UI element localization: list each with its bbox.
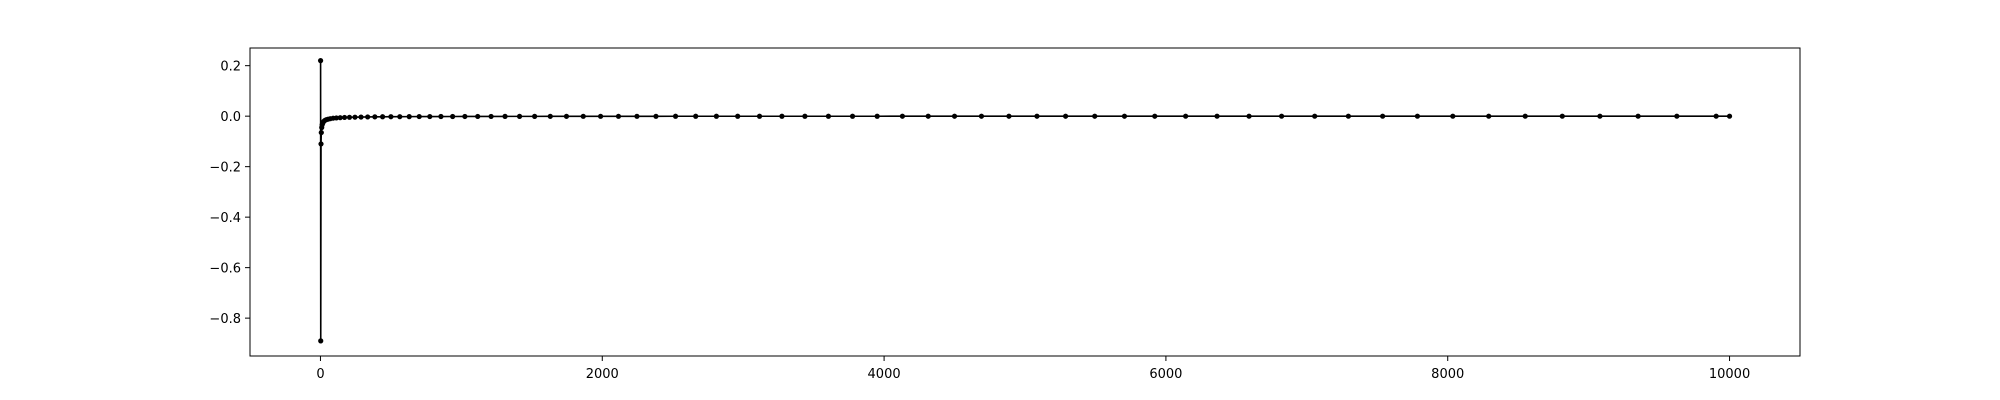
data-point xyxy=(925,113,931,119)
data-point xyxy=(899,113,906,119)
x-tick-label: 10000 xyxy=(1709,367,1750,382)
data-point xyxy=(333,115,339,121)
y-tick-label: −0.6 xyxy=(209,262,241,277)
data-point xyxy=(1635,113,1641,119)
data-point xyxy=(318,129,324,136)
data-point xyxy=(372,114,378,120)
data-point xyxy=(1522,113,1528,119)
data-point xyxy=(516,113,523,119)
data-point xyxy=(388,114,394,120)
data-point xyxy=(563,113,570,119)
data-point xyxy=(365,114,371,120)
data-point xyxy=(475,113,481,120)
data-point xyxy=(1152,113,1158,119)
series-layer xyxy=(317,58,1733,344)
data-point xyxy=(874,113,880,119)
y-tick-label: 0.2 xyxy=(220,60,241,75)
x-tick-label: 0 xyxy=(316,367,324,382)
data-point xyxy=(634,113,640,119)
data-point xyxy=(1450,113,1456,119)
plot-frame xyxy=(249,47,1801,357)
x-tick-label: 2000 xyxy=(586,367,619,382)
data-point xyxy=(1062,113,1069,119)
data-point xyxy=(756,113,763,119)
data-point xyxy=(450,113,456,120)
data-point xyxy=(318,338,324,344)
data-point xyxy=(951,113,958,119)
data-point xyxy=(1559,113,1565,119)
data-point xyxy=(427,113,433,120)
x-tick-label: 4000 xyxy=(868,367,901,382)
y-tick-label: 0.0 xyxy=(220,110,241,125)
data-point xyxy=(1214,113,1220,119)
data-point xyxy=(1312,113,1318,119)
data-point xyxy=(1414,113,1421,119)
x-tick-label: 6000 xyxy=(1149,367,1182,382)
y-tick-label: −0.8 xyxy=(209,312,241,327)
data-point xyxy=(406,114,412,120)
data-point xyxy=(978,113,985,119)
data-point xyxy=(397,114,403,120)
data-point xyxy=(1092,113,1098,119)
data-point xyxy=(693,113,699,119)
data-point xyxy=(849,113,856,119)
data-point xyxy=(341,114,348,121)
data-point xyxy=(653,113,659,119)
data-point xyxy=(379,114,386,120)
y-tick-label: −0.2 xyxy=(209,161,241,176)
data-point xyxy=(1246,113,1252,119)
data-point xyxy=(1713,113,1719,119)
data-point xyxy=(672,113,679,119)
data-point xyxy=(1726,113,1733,119)
data-point xyxy=(488,113,494,120)
x-tick-label: 8000 xyxy=(1431,367,1464,382)
data-point xyxy=(779,113,785,119)
data-point xyxy=(1597,113,1603,119)
data-point xyxy=(416,113,422,120)
data-point xyxy=(1121,113,1128,119)
y-tick-label: −0.4 xyxy=(209,211,241,226)
data-point xyxy=(532,113,538,119)
data-point xyxy=(318,141,324,147)
plot-area xyxy=(249,47,1801,357)
y-axis: 0.2 0.0 −0.2 −0.4 −0.6 −0.8 xyxy=(209,60,250,327)
data-point xyxy=(1278,113,1285,119)
data-point xyxy=(1183,113,1189,119)
data-point xyxy=(346,114,353,120)
data-point xyxy=(438,113,444,120)
data-point xyxy=(580,113,586,119)
data-point xyxy=(802,113,808,119)
data-point xyxy=(352,114,358,120)
data-point xyxy=(358,114,364,120)
data-point xyxy=(713,113,720,119)
data-point xyxy=(1006,113,1012,119)
data-point xyxy=(462,113,468,120)
data-point xyxy=(597,113,604,119)
data-point xyxy=(1380,113,1386,119)
data-point xyxy=(735,113,741,119)
data-point xyxy=(825,113,832,119)
data-point xyxy=(502,113,508,119)
data-point xyxy=(1345,113,1351,119)
x-axis: 0 2000 4000 6000 8000 10000 xyxy=(316,356,1750,382)
data-point xyxy=(317,58,324,64)
data-point xyxy=(1034,113,1040,119)
data-point xyxy=(615,113,622,119)
data-point xyxy=(547,113,553,119)
data-point xyxy=(1674,113,1680,119)
data-point xyxy=(337,115,343,121)
data-point xyxy=(1486,113,1492,119)
